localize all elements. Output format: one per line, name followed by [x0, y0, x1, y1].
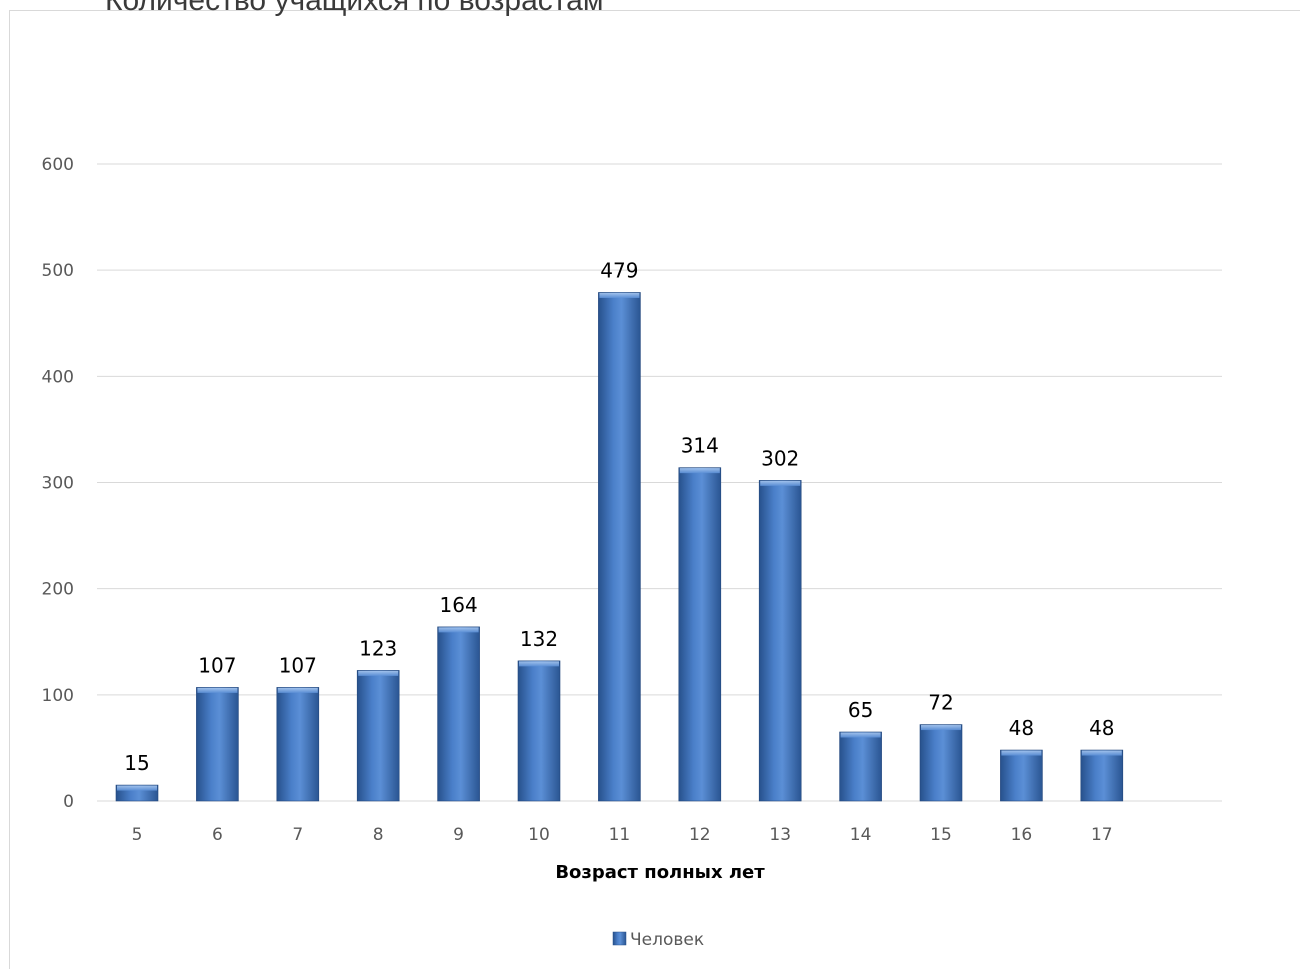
bar-8: [356, 670, 400, 802]
bar-14: [839, 731, 882, 802]
data-label-8: 123: [359, 636, 397, 660]
bar-16: [1000, 749, 1043, 802]
bar-cap-15: [921, 725, 961, 731]
data-label-10: 132: [520, 627, 558, 651]
data-labels: 15 107 107 123 164 132 479 314 302 65 72 48 48: [124, 258, 1114, 775]
gridlines: [97, 163, 1222, 802]
y-tick-label-300: 300: [42, 474, 74, 494]
bar-17: [1080, 749, 1124, 802]
legend-label: Человек: [630, 930, 704, 950]
y-tick-label-200: 200: [42, 580, 74, 600]
bar-13: [758, 480, 802, 802]
x-tick-label-14: 14: [850, 825, 872, 845]
legend: Человек: [612, 930, 704, 950]
bar-body-6: [196, 687, 239, 802]
data-label-13: 302: [761, 446, 799, 470]
bar-cap-14: [840, 732, 881, 738]
bar-body-10: [517, 660, 561, 802]
bar-6: [196, 687, 239, 802]
bar-cap-8: [358, 670, 399, 676]
data-label-6: 107: [198, 653, 236, 677]
y-tick-label-500: 500: [42, 261, 74, 281]
x-tick-label-10: 10: [528, 825, 550, 845]
bar-body-12: [678, 467, 722, 802]
x-axis-title: Возраст полных лет: [555, 862, 765, 883]
bar-cap-13: [760, 480, 801, 486]
bar-cap-7: [277, 687, 318, 693]
bar-cap-17: [1081, 750, 1122, 756]
bar-cap-10: [519, 661, 559, 667]
x-axis-tick-labels: 5 6 7 8 9 10 11 12 13 14 15 16 17: [132, 825, 1113, 845]
bar-body-14: [839, 731, 882, 802]
legend-swatch: [612, 931, 627, 946]
bar-body-9: [437, 626, 480, 802]
x-tick-label-17: 17: [1091, 825, 1113, 845]
bar-7: [276, 687, 320, 802]
x-tick-label-7: 7: [292, 825, 303, 845]
bar-cap-16: [1001, 750, 1042, 756]
data-label-12: 314: [681, 434, 719, 458]
y-tick-label-600: 600: [42, 155, 74, 175]
y-tick-label-100: 100: [42, 686, 74, 706]
x-tick-label-11: 11: [609, 825, 631, 845]
data-label-15: 72: [928, 691, 953, 715]
bar-body-15: [919, 724, 963, 802]
bar-cap-11: [599, 292, 640, 298]
bars: [115, 292, 1124, 802]
x-tick-label-8: 8: [373, 825, 384, 845]
data-label-5: 15: [124, 751, 149, 775]
bar-body-11: [598, 292, 641, 802]
bar-body-8: [356, 670, 400, 802]
bar-10: [517, 660, 561, 802]
x-tick-label-16: 16: [1011, 825, 1033, 845]
data-label-7: 107: [279, 653, 317, 677]
bar-cap-12: [679, 468, 720, 474]
bar-body-16: [1000, 749, 1043, 802]
bar-cap-5: [117, 785, 157, 791]
bar-5: [115, 784, 159, 802]
data-label-17: 48: [1089, 716, 1114, 740]
chart-area-border: [9, 10, 1300, 969]
x-tick-label-6: 6: [212, 825, 223, 845]
x-tick-label-9: 9: [453, 825, 464, 845]
bar-cap-9: [438, 627, 479, 633]
bar-body-13: [758, 480, 802, 802]
bar-body-7: [276, 687, 320, 802]
bar-9: [437, 626, 480, 802]
data-label-14: 65: [848, 698, 873, 722]
y-axis-tick-labels: 0 100 200 300 400 500 600: [42, 155, 74, 812]
x-tick-label-13: 13: [769, 825, 791, 845]
bar-cap-6: [197, 687, 238, 693]
bar-12: [678, 467, 722, 802]
x-tick-label-5: 5: [132, 825, 143, 845]
y-tick-label-0: 0: [63, 792, 74, 812]
x-tick-label-12: 12: [689, 825, 711, 845]
bar-15: [919, 724, 963, 802]
y-tick-label-400: 400: [42, 367, 74, 387]
data-label-9: 164: [440, 593, 478, 617]
data-label-11: 479: [600, 258, 638, 282]
bar-body-17: [1080, 749, 1124, 802]
x-tick-label-15: 15: [930, 825, 952, 845]
bar-11: [598, 292, 641, 802]
data-label-16: 48: [1009, 716, 1034, 740]
chart-title: Количество учащихся по возрастам: [105, 0, 604, 17]
